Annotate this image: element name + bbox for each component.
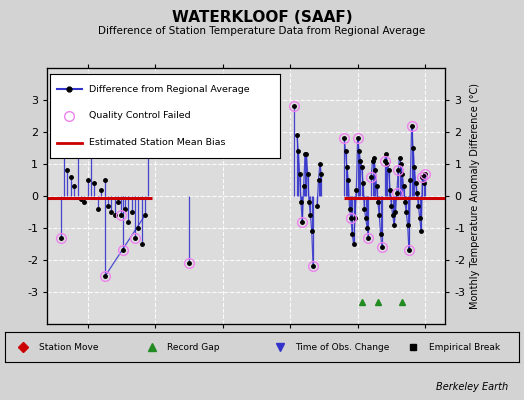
Y-axis label: Monthly Temperature Anomaly Difference (°C): Monthly Temperature Anomaly Difference (… [470,83,479,309]
Text: Berkeley Earth: Berkeley Earth [436,382,508,392]
Text: Difference from Regional Average: Difference from Regional Average [89,85,249,94]
Text: Record Gap: Record Gap [167,342,220,352]
Text: WATERKLOOF (SAAF): WATERKLOOF (SAAF) [172,10,352,25]
Text: Time of Obs. Change: Time of Obs. Change [296,342,390,352]
Text: Quality Control Failed: Quality Control Failed [89,112,191,120]
Text: Estimated Station Mean Bias: Estimated Station Mean Bias [89,138,225,147]
Text: Station Move: Station Move [39,342,98,352]
Text: Difference of Station Temperature Data from Regional Average: Difference of Station Temperature Data f… [99,26,425,36]
Text: Empirical Break: Empirical Break [429,342,500,352]
